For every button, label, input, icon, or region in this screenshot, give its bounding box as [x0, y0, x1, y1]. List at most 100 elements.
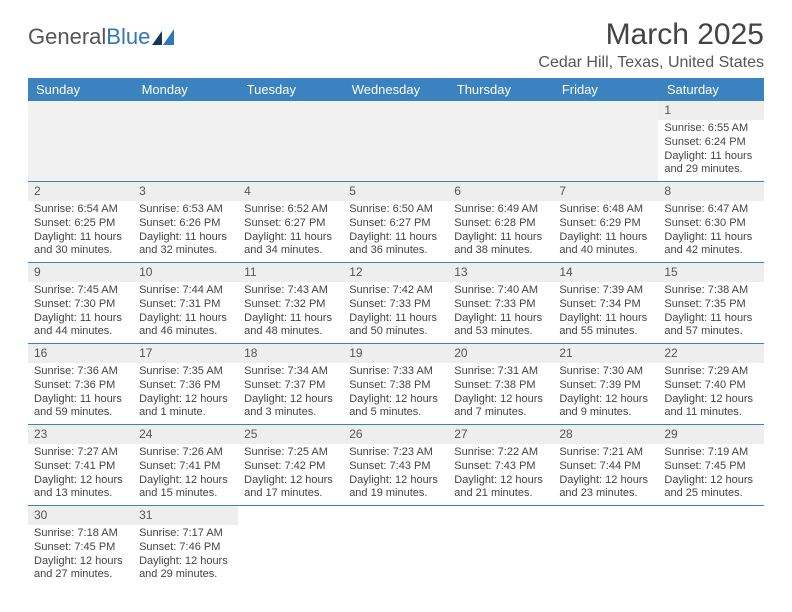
empty-cell: [343, 506, 448, 587]
sunset-line: Sunset: 6:26 PM: [139, 217, 232, 231]
day-cell-7: 7Sunrise: 6:48 AMSunset: 6:29 PMDaylight…: [553, 182, 658, 263]
brand-logo: GeneralBlue: [28, 18, 178, 50]
sun-info: Sunrise: 7:45 AMSunset: 7:30 PMDaylight:…: [28, 282, 133, 343]
sunrise-line: Sunrise: 7:44 AM: [139, 284, 232, 298]
day-cell-31: 31Sunrise: 7:17 AMSunset: 7:46 PMDayligh…: [133, 506, 238, 587]
daylight-line: Daylight: 12 hours and 9 minutes.: [559, 393, 652, 421]
weekday-saturday: Saturday: [658, 78, 763, 101]
sunset-line: Sunset: 6:27 PM: [349, 217, 442, 231]
sunrise-line: Sunrise: 7:25 AM: [244, 446, 337, 460]
sunset-line: Sunset: 7:33 PM: [349, 298, 442, 312]
empty-cell: [28, 101, 133, 182]
sun-info: Sunrise: 7:36 AMSunset: 7:36 PMDaylight:…: [28, 363, 133, 424]
day-cell-30: 30Sunrise: 7:18 AMSunset: 7:45 PMDayligh…: [28, 506, 133, 587]
day-cell-6: 6Sunrise: 6:49 AMSunset: 6:28 PMDaylight…: [448, 182, 553, 263]
page-title: March 2025: [538, 18, 764, 52]
sun-info: Sunrise: 6:55 AMSunset: 6:24 PMDaylight:…: [658, 120, 763, 181]
sunrise-line: Sunrise: 7:36 AM: [34, 365, 127, 379]
sunset-line: Sunset: 7:34 PM: [559, 298, 652, 312]
day-cell-4: 4Sunrise: 6:52 AMSunset: 6:27 PMDaylight…: [238, 182, 343, 263]
daylight-line: Daylight: 12 hours and 5 minutes.: [349, 393, 442, 421]
sunset-line: Sunset: 7:37 PM: [244, 379, 337, 393]
sunset-line: Sunset: 7:38 PM: [454, 379, 547, 393]
empty-cell: [658, 506, 763, 587]
daylight-line: Daylight: 12 hours and 29 minutes.: [139, 555, 232, 583]
day-cell-22: 22Sunrise: 7:29 AMSunset: 7:40 PMDayligh…: [658, 344, 763, 425]
sun-info: Sunrise: 7:23 AMSunset: 7:43 PMDaylight:…: [343, 444, 448, 505]
day-number: 30: [28, 506, 133, 525]
sunset-line: Sunset: 7:42 PM: [244, 460, 337, 474]
sunset-line: Sunset: 7:39 PM: [559, 379, 652, 393]
sun-info: Sunrise: 7:26 AMSunset: 7:41 PMDaylight:…: [133, 444, 238, 505]
sunrise-line: Sunrise: 7:35 AM: [139, 365, 232, 379]
sun-info: Sunrise: 7:27 AMSunset: 7:41 PMDaylight:…: [28, 444, 133, 505]
daylight-line: Daylight: 11 hours and 50 minutes.: [349, 312, 442, 340]
daylight-line: Daylight: 12 hours and 3 minutes.: [244, 393, 337, 421]
calendar-table: SundayMondayTuesdayWednesdayThursdayFrid…: [28, 78, 764, 586]
daylight-line: Daylight: 12 hours and 23 minutes.: [559, 474, 652, 502]
sun-info: Sunrise: 7:40 AMSunset: 7:33 PMDaylight:…: [448, 282, 553, 343]
daylight-line: Daylight: 12 hours and 27 minutes.: [34, 555, 127, 583]
weekday-tuesday: Tuesday: [238, 78, 343, 101]
empty-cell: [448, 506, 553, 587]
sun-info: Sunrise: 6:48 AMSunset: 6:29 PMDaylight:…: [553, 201, 658, 262]
header: GeneralBlue March 2025 Cedar Hill, Texas…: [28, 18, 764, 72]
empty-cell: [343, 101, 448, 182]
daylight-line: Daylight: 11 hours and 57 minutes.: [664, 312, 757, 340]
daylight-line: Daylight: 11 hours and 53 minutes.: [454, 312, 547, 340]
sunset-line: Sunset: 7:38 PM: [349, 379, 442, 393]
day-cell-1: 1Sunrise: 6:55 AMSunset: 6:24 PMDaylight…: [658, 101, 763, 182]
sunset-line: Sunset: 7:43 PM: [454, 460, 547, 474]
day-cell-5: 5Sunrise: 6:50 AMSunset: 6:27 PMDaylight…: [343, 182, 448, 263]
day-cell-26: 26Sunrise: 7:23 AMSunset: 7:43 PMDayligh…: [343, 425, 448, 506]
daylight-line: Daylight: 12 hours and 1 minute.: [139, 393, 232, 421]
daylight-line: Daylight: 12 hours and 21 minutes.: [454, 474, 547, 502]
sunrise-line: Sunrise: 7:30 AM: [559, 365, 652, 379]
day-cell-15: 15Sunrise: 7:38 AMSunset: 7:35 PMDayligh…: [658, 263, 763, 344]
daylight-line: Daylight: 12 hours and 25 minutes.: [664, 474, 757, 502]
sunset-line: Sunset: 7:45 PM: [664, 460, 757, 474]
day-cell-28: 28Sunrise: 7:21 AMSunset: 7:44 PMDayligh…: [553, 425, 658, 506]
daylight-line: Daylight: 11 hours and 29 minutes.: [664, 150, 757, 178]
flag-icon: [152, 27, 178, 47]
day-cell-27: 27Sunrise: 7:22 AMSunset: 7:43 PMDayligh…: [448, 425, 553, 506]
calendar-row: 1Sunrise: 6:55 AMSunset: 6:24 PMDaylight…: [28, 101, 764, 182]
sun-info: Sunrise: 7:33 AMSunset: 7:38 PMDaylight:…: [343, 363, 448, 424]
day-number: 4: [238, 182, 343, 201]
sun-info: Sunrise: 7:34 AMSunset: 7:37 PMDaylight:…: [238, 363, 343, 424]
calendar-row: 30Sunrise: 7:18 AMSunset: 7:45 PMDayligh…: [28, 506, 764, 587]
day-number: 14: [553, 263, 658, 282]
daylight-line: Daylight: 12 hours and 17 minutes.: [244, 474, 337, 502]
sun-info: Sunrise: 7:35 AMSunset: 7:36 PMDaylight:…: [133, 363, 238, 424]
sunset-line: Sunset: 6:25 PM: [34, 217, 127, 231]
sunset-line: Sunset: 7:36 PM: [34, 379, 127, 393]
day-cell-21: 21Sunrise: 7:30 AMSunset: 7:39 PMDayligh…: [553, 344, 658, 425]
day-cell-18: 18Sunrise: 7:34 AMSunset: 7:37 PMDayligh…: [238, 344, 343, 425]
day-number: 2: [28, 182, 133, 201]
day-number: 13: [448, 263, 553, 282]
sunrise-line: Sunrise: 6:47 AM: [664, 203, 757, 217]
daylight-line: Daylight: 11 hours and 48 minutes.: [244, 312, 337, 340]
daylight-line: Daylight: 11 hours and 30 minutes.: [34, 231, 127, 259]
sunset-line: Sunset: 7:30 PM: [34, 298, 127, 312]
sunset-line: Sunset: 7:35 PM: [664, 298, 757, 312]
day-number: 10: [133, 263, 238, 282]
sun-info: Sunrise: 7:19 AMSunset: 7:45 PMDaylight:…: [658, 444, 763, 505]
sun-info: Sunrise: 6:50 AMSunset: 6:27 PMDaylight:…: [343, 201, 448, 262]
day-cell-29: 29Sunrise: 7:19 AMSunset: 7:45 PMDayligh…: [658, 425, 763, 506]
day-number: 9: [28, 263, 133, 282]
day-cell-24: 24Sunrise: 7:26 AMSunset: 7:41 PMDayligh…: [133, 425, 238, 506]
daylight-line: Daylight: 12 hours and 13 minutes.: [34, 474, 127, 502]
sunset-line: Sunset: 6:28 PM: [454, 217, 547, 231]
daylight-line: Daylight: 11 hours and 42 minutes.: [664, 231, 757, 259]
sun-info: Sunrise: 6:47 AMSunset: 6:30 PMDaylight:…: [658, 201, 763, 262]
calendar-row: 16Sunrise: 7:36 AMSunset: 7:36 PMDayligh…: [28, 344, 764, 425]
empty-cell: [238, 506, 343, 587]
day-number: 24: [133, 425, 238, 444]
sunset-line: Sunset: 6:27 PM: [244, 217, 337, 231]
weekday-friday: Friday: [553, 78, 658, 101]
sunset-line: Sunset: 6:30 PM: [664, 217, 757, 231]
day-number: 7: [553, 182, 658, 201]
daylight-line: Daylight: 12 hours and 7 minutes.: [454, 393, 547, 421]
day-cell-17: 17Sunrise: 7:35 AMSunset: 7:36 PMDayligh…: [133, 344, 238, 425]
